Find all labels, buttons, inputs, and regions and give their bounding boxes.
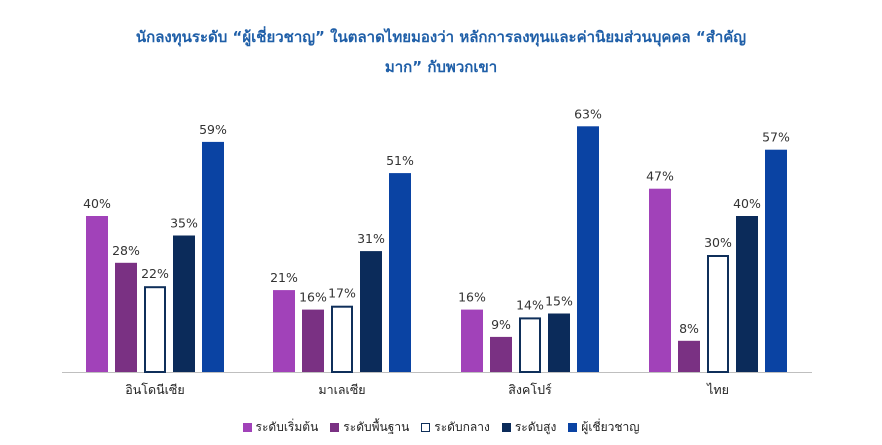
bar [649,188,671,372]
data-label: 8% [679,321,699,336]
bar [331,305,353,374]
data-label: 15% [545,294,573,309]
bar [577,126,599,372]
data-label: 63% [574,106,602,121]
data-label: 17% [328,286,356,301]
legend-item: ระดับเริ่มต้น [242,418,319,437]
data-label: 14% [516,297,544,312]
legend-swatch [568,423,578,432]
data-label: 40% [83,196,111,211]
bar [86,216,108,372]
legend-item: ผู้เชี่ยวชาญ [568,418,639,437]
legend-label: ระดับพื้นฐาน [343,420,410,434]
data-label: 47% [646,169,674,184]
legend-label: ผู้เชี่ยวชาญ [581,420,640,434]
chart-legend: ระดับเริ่มต้น ระดับพื้นฐาน ระดับกลาง ระดับส… [0,418,882,437]
data-label: 21% [270,270,298,285]
data-label: 28% [112,243,140,258]
data-label: 59% [199,122,227,137]
bar [519,317,541,373]
chart-title-line-2: มาก” กับพวกเขา [384,58,498,76]
legend-label: ระดับกลาง [434,420,490,434]
x-tick-label: ไทย [706,382,729,397]
data-label: 35% [170,216,198,231]
bar [115,262,137,372]
legend-item: ระดับสูง [501,418,557,437]
data-label: 31% [357,231,385,246]
x-tick-label: อินโดนีเซีย [125,382,185,397]
bar [144,286,166,374]
bar-chart: 40%28%22%35%59%อินโดนีเซีย21%16% 17%31%51… [62,106,812,397]
legend-swatch [421,423,431,432]
bar [273,290,295,372]
bar [765,149,787,372]
bar [707,255,729,373]
bar [548,313,570,372]
legend-swatch [330,423,340,432]
bar [490,336,512,372]
legend-item: ระดับพื้นฐาน [330,418,409,437]
bar [202,141,224,372]
x-tick-label: มาเลเซีย [318,382,365,397]
data-label: 57% [762,130,790,145]
data-label: 30% [704,235,732,250]
bar [360,251,382,372]
chart-title: นักลงทุนระดับ “ผู้เชี่ยวชาญ” ในตลาดไทยมอ… [0,22,882,82]
data-label: 16% [299,290,327,305]
bar [678,340,700,372]
x-tick-label: สิงคโปร์ [508,382,552,397]
data-label: 9% [491,317,511,332]
data-label: 16% [458,290,486,305]
data-label: 40% [733,196,761,211]
legend-item: ระดับกลาง [421,418,490,437]
bar [173,235,195,372]
bar [461,309,483,372]
bar [389,173,411,372]
bar [736,216,758,372]
bar [302,309,324,372]
legend-swatch [501,423,511,432]
legend-label: ระดับเริ่มต้น [255,420,319,434]
legend-swatch [242,423,252,432]
chart-title-line-1: นักลงทุนระดับ “ผู้เชี่ยวชาญ” ในตลาดไทยมอ… [135,28,747,46]
legend-label: ระดับสูง [514,420,557,434]
data-label: 22% [141,266,169,281]
data-label: 51% [386,153,414,168]
